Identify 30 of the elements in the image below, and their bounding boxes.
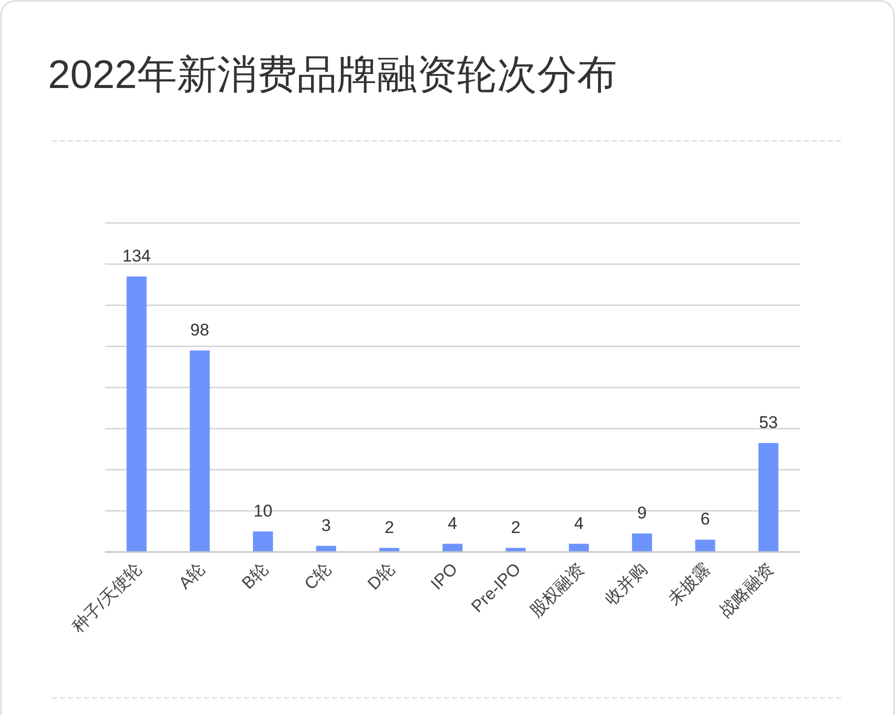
x-tick-label: 战略融资 [716, 559, 778, 621]
data-label: 3 [321, 516, 331, 535]
data-label: 134 [122, 246, 151, 266]
x-tick-label: C轮 [300, 559, 335, 594]
bar [758, 443, 778, 552]
bar [190, 350, 210, 552]
data-label: 4 [448, 514, 458, 533]
data-label: 6 [700, 510, 710, 529]
data-label: 4 [574, 514, 584, 533]
x-tick-label: 未披露 [664, 559, 714, 609]
x-tick-label: 收并购 [601, 559, 651, 609]
x-tick-label: A轮 [175, 559, 209, 593]
chart-title: 2022年新消费品牌融资轮次分布 [48, 53, 617, 97]
bar [632, 533, 652, 552]
bar [126, 276, 147, 552]
data-label: 53 [758, 413, 778, 432]
bar [252, 531, 273, 552]
bar [568, 544, 589, 552]
x-tick-label: 股权融资 [526, 559, 588, 621]
data-label: 2 [510, 518, 520, 537]
data-label: 9 [637, 503, 647, 522]
data-label: 2 [384, 518, 394, 537]
x-tick-label: B轮 [238, 559, 272, 593]
data-label: 98 [190, 320, 210, 340]
x-tick-label: 种子/天使轮 [68, 559, 146, 636]
x-tick-label: D轮 [364, 559, 398, 594]
bar [695, 540, 716, 552]
x-tick-label: IPO [427, 559, 462, 594]
bar [442, 544, 462, 552]
data-label: 10 [253, 501, 272, 520]
